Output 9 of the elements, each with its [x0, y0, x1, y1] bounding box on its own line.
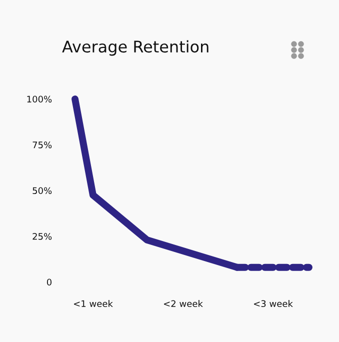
y-tick-label: 50%: [32, 187, 52, 194]
x-tick-label: <1 week: [74, 300, 113, 308]
y-tick-label: 25%: [32, 232, 52, 240]
y-tick-label: 75%: [32, 141, 52, 148]
y-tick-label: 100%: [27, 96, 52, 103]
y-tick-label: 0: [46, 278, 52, 286]
x-tick-label: <3 week: [254, 300, 293, 308]
chart-title: Average Retention: [62, 40, 208, 56]
x-tick-label: <2 week: [164, 300, 203, 308]
